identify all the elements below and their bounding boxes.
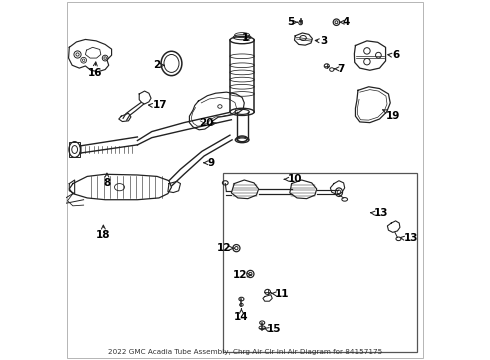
Text: 13: 13	[373, 208, 388, 218]
Text: 18: 18	[96, 230, 111, 240]
Text: 3: 3	[320, 36, 327, 46]
Text: 6: 6	[392, 50, 399, 60]
Text: 13: 13	[403, 233, 418, 243]
Text: 16: 16	[88, 68, 102, 78]
Text: 5: 5	[287, 17, 294, 27]
Text: 19: 19	[386, 111, 400, 121]
Text: 8: 8	[103, 178, 111, 188]
Text: 1: 1	[242, 33, 248, 43]
Text: 17: 17	[152, 100, 167, 111]
Text: 7: 7	[338, 64, 345, 74]
Bar	[69, 142, 80, 157]
Text: 2022 GMC Acadia Tube Assembly, Chrg Air Clr Inl Air Diagram for 84157175: 2022 GMC Acadia Tube Assembly, Chrg Air …	[108, 349, 382, 355]
Text: 15: 15	[267, 324, 281, 334]
Text: 20: 20	[199, 118, 214, 128]
Text: 11: 11	[275, 289, 289, 299]
Text: 12: 12	[233, 270, 247, 280]
Text: 9: 9	[207, 158, 215, 168]
Text: 14: 14	[234, 312, 249, 322]
Text: 12: 12	[217, 243, 231, 253]
Bar	[223, 173, 417, 352]
Text: 10: 10	[287, 174, 302, 184]
Text: 4: 4	[343, 17, 350, 27]
Text: 2: 2	[153, 60, 161, 70]
